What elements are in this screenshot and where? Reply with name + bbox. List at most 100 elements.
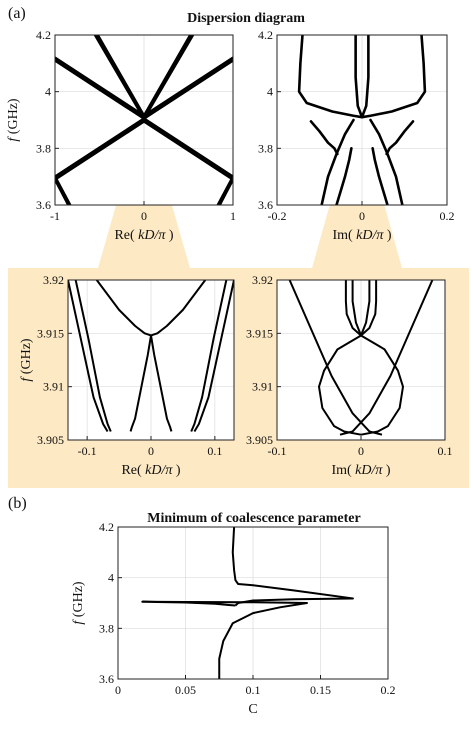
y-tick-label: 3.92 [252,273,273,287]
y-tick-label: 4 [108,571,114,585]
curve-im-full-8 [335,147,353,205]
x-axis-label-pre: Im( [331,463,355,478]
x-axis-label: Re( kD/π ) [114,228,173,243]
curve-re-full-15 [216,175,233,205]
y-axis-label-var: f [19,376,34,382]
curve-im-zoom-5 [360,334,404,436]
x-tick-label: 0 [141,209,147,223]
curve-im-zoom-0 [344,280,362,337]
y-axis-label-unit: (GHz) [6,98,21,138]
curve-re-zoom-3 [74,280,112,432]
curve-re-full-3 [142,56,233,118]
panel-label-b: (b) [8,495,27,512]
curve-re-zoom-1 [68,280,109,432]
y-tick-label: 3.6 [99,672,114,686]
curve-im-zoom-2 [351,280,362,336]
chart-coalescence: 0 0.05 0.1 0.15 0.2 3.6 3.8 4 4.2 Cf (GHz) [71,520,396,717]
x-axis-label: Re( kD/π ) [121,463,180,478]
y-tick-label: 3.905 [37,433,64,447]
x-axis-label-post: ) [172,463,181,478]
curve-im-full-5 [369,118,404,205]
curve-im-full-7 [360,35,370,119]
y-tick-label: 3.91 [43,380,64,394]
x-axis-label-var: kD/π [145,463,173,478]
y-tick-label: 3.915 [37,326,64,340]
x-axis-label-post: ) [382,463,391,478]
curve-im-full-4 [320,118,355,205]
x-tick-label: 0.1 [207,444,222,458]
y-axis-label: f (GHz) [19,338,34,381]
curve-re-full-2 [142,59,233,120]
series-group [141,527,354,679]
x-axis-label-pre: Re( [121,463,145,478]
y-axis-label-var: f [6,136,21,142]
curve-re-full-5 [55,120,146,181]
x-tick-label: 0.15 [310,683,331,697]
x-axis-label-post: ) [165,228,174,243]
x-axis-label-var: kD/π [138,228,166,243]
y-axis-label-unit: (GHz) [71,581,86,621]
y-tick-label: 3.8 [36,141,51,155]
curve-coalescence-1 [141,600,308,679]
y-axis-label-unit: (GHz) [19,338,34,378]
y-tick-label: 4 [267,85,273,99]
y-tick-label: 3.6 [36,198,51,212]
y-tick-label: 4 [45,85,51,99]
y-tick-label: 4.2 [36,28,51,42]
curve-im-zoom-1 [360,280,378,337]
curve-re-zoom-6 [150,335,173,432]
curve-im-full-9 [371,147,389,205]
x-tick-label: 0 [115,683,121,697]
curve-re-full-8 [93,35,146,120]
x-axis-label: Im( kD/π ) [332,228,391,243]
chart-im-zoom: -0.1 0 0.1 3.905 3.91 3.915 3.92 Im( kD/π ) [246,273,453,478]
x-tick-label: 0 [148,444,154,458]
plot-area: -1 0 1 3.6 3.8 4 4.2 Re( kD/π ) f (GHz) -0.2 0 0.2 3… [6,28,455,717]
y-axis-label: f (GHz) [6,98,21,141]
curve-re-full-11 [142,35,192,118]
curve-im-full-2 [309,120,339,156]
y-tick-label: 3.6 [258,198,273,212]
y-tick-label: 3.91 [252,380,273,394]
curve-re-full-10 [142,35,195,120]
curve-re-full-13 [55,175,72,205]
y-tick-label: 4.2 [258,28,273,42]
curve-re-zoom-5 [129,335,152,432]
x-axis-label-post: ) [383,228,392,243]
curve-im-zoom-4 [318,334,362,436]
series-group [297,35,427,205]
curve-im-zoom-3 [360,280,371,336]
x-tick-label: 0.1 [438,444,453,458]
coalescence-title: Minimum of coalescence parameter [147,511,360,526]
x-axis-label-pre: Re( [114,228,138,243]
x-tick-label: 0.1 [246,683,261,697]
curve-im-full-0 [297,35,364,119]
curve-im-full-1 [360,35,427,119]
x-axis-label-var: kD/π [355,463,383,478]
x-tick-label: 1 [230,209,236,223]
curve-re-full-0 [55,59,146,120]
curve-im-full-6 [354,35,364,119]
curve-coalescence-0 [231,527,354,607]
curve-im-full-3 [385,120,415,156]
x-tick-label: 0 [359,209,365,223]
curve-re-full-14 [218,178,233,205]
curve-re-zoom-4 [190,280,228,432]
y-axis-label: f (GHz) [71,581,86,624]
chart-im-full: -0.2 0 0.2 3.6 3.8 4 4.2 Im( kD/π ) [258,28,455,243]
curve-re-zoom-2 [193,280,234,432]
x-tick-label: -0.2 [268,209,287,223]
curve-re-full-1 [55,56,146,118]
y-tick-label: 3.8 [99,621,114,635]
x-axis-label-pre: Im( [332,228,356,243]
x-tick-label: -0.1 [78,444,97,458]
panel-label-a: (a) [8,5,26,22]
y-tick-label: 3.92 [43,273,64,287]
curve-re-full-12 [55,178,70,205]
series-group [288,280,434,436]
chart-re-zoom: -0.1 0 0.1 3.905 3.91 3.915 3.92 Re( kD/π ) f (G… [19,273,235,478]
y-axis-label-var: f [71,619,86,625]
curve-re-full-6 [142,117,233,178]
series-group [55,35,233,205]
